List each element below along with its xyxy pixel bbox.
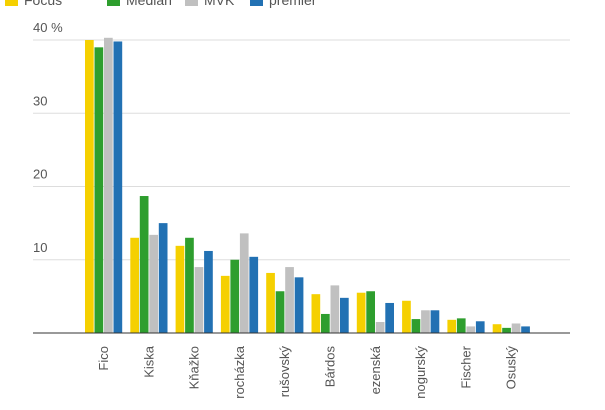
x-tick-label: Kňažko [187, 346, 202, 389]
legend-label: MVK [204, 0, 235, 8]
bar-premier-6 [385, 302, 394, 333]
x-tick-label: Osuský [504, 346, 519, 390]
bar-median-8 [456, 318, 466, 333]
bar-mvk-8 [466, 326, 476, 333]
bar-mvk-3 [239, 233, 249, 333]
bar-focus-2 [175, 245, 185, 333]
bar-focus-4 [266, 272, 275, 333]
bar-median-7 [411, 319, 421, 333]
legend-swatch [107, 0, 120, 6]
bar-focus-0 [85, 40, 94, 333]
y-tick-label: 30 [33, 93, 47, 108]
bar-mvk-2 [194, 267, 204, 333]
bar-mvk-5 [330, 285, 340, 333]
x-tick-label: Bárdos [323, 346, 338, 388]
bar-premier-8 [475, 321, 485, 333]
legend-label: Focus [24, 0, 62, 8]
legend-label: premier [269, 0, 317, 8]
bar-mvk-9 [511, 323, 521, 333]
bar-median-9 [502, 327, 511, 333]
x-tick-label: nogurský [413, 346, 428, 399]
bar-focus-1 [130, 237, 139, 333]
bar-premier-5 [340, 297, 349, 333]
y-tick-label: 10 [33, 240, 47, 255]
bar-median-0 [94, 47, 104, 333]
bar-premier-0 [113, 41, 123, 334]
bar-premier-9 [521, 326, 530, 333]
bar-mvk-0 [104, 37, 113, 334]
x-tick-label: Fico [96, 346, 111, 371]
bar-median-3 [230, 259, 240, 333]
bar-focus-5 [311, 294, 321, 333]
bar-premier-1 [158, 223, 168, 333]
bar-focus-8 [447, 319, 457, 333]
x-tick-label: ezenská [368, 345, 383, 394]
x-tick-label: rušovský [277, 346, 292, 398]
bar-focus-9 [492, 324, 502, 333]
bar-premier-3 [249, 256, 259, 333]
bar-median-6 [366, 291, 375, 333]
legend-swatch [250, 0, 263, 6]
y-tick-label: 40 % [33, 20, 63, 35]
bar-focus-7 [402, 300, 411, 333]
bar-median-2 [185, 237, 194, 333]
bar-focus-6 [356, 292, 366, 333]
legend-swatch [5, 0, 18, 6]
bar-median-5 [321, 313, 330, 333]
bar-mvk-4 [285, 267, 294, 333]
bar-mvk-7 [421, 310, 430, 333]
x-tick-label: Fischer [458, 345, 473, 388]
y-tick-label: 20 [33, 167, 47, 182]
x-tick-label: rocházka [232, 345, 247, 399]
x-tick-label: Kiska [141, 345, 156, 378]
bar-premier-7 [430, 310, 440, 333]
bar-mvk-6 [375, 322, 385, 333]
bar-premier-4 [294, 277, 304, 333]
bar-focus-3 [220, 275, 230, 333]
bar-mvk-1 [149, 234, 158, 333]
bar-premier-2 [204, 250, 213, 333]
legend-label: Median [126, 0, 172, 8]
bar-median-4 [275, 291, 285, 333]
legend-swatch [185, 0, 198, 6]
bar-median-1 [139, 196, 149, 333]
